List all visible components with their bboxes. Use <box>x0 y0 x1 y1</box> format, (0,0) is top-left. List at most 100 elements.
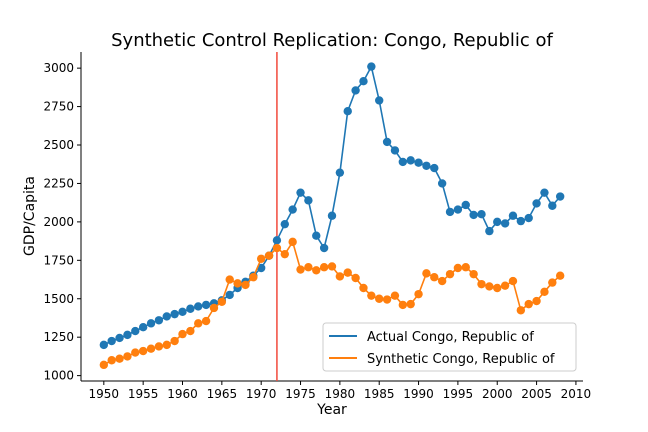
data-point <box>138 322 148 332</box>
data-point <box>398 300 408 310</box>
x-tick-label: 1965 <box>207 387 238 401</box>
data-point <box>390 146 400 155</box>
data-point <box>453 205 463 214</box>
data-point <box>548 201 557 210</box>
y-tick-label: 3000 <box>43 61 74 75</box>
data-point <box>508 211 518 220</box>
data-point <box>532 296 541 306</box>
data-point <box>516 306 526 315</box>
data-point <box>493 217 502 227</box>
data-point <box>461 200 470 210</box>
data-point <box>288 237 297 247</box>
y-tick-label: 2750 <box>43 100 74 114</box>
data-point <box>304 196 313 205</box>
data-point <box>146 344 156 353</box>
legend: Actual Congo, Republic of Synthetic Congo… <box>322 322 577 372</box>
y-tick-label: 2000 <box>43 215 74 229</box>
data-point <box>469 210 478 220</box>
x-tick-label: 2000 <box>482 387 513 401</box>
data-point <box>359 283 368 293</box>
data-point <box>398 157 408 167</box>
data-point <box>343 106 352 116</box>
data-point <box>327 211 337 220</box>
data-point <box>225 290 234 300</box>
data-point <box>485 226 494 236</box>
data-point <box>367 291 376 300</box>
data-point <box>170 336 179 346</box>
data-point <box>264 251 274 260</box>
y-tick-label: 2500 <box>43 138 74 152</box>
data-point <box>422 161 431 170</box>
x-tick-label: 1970 <box>246 387 277 401</box>
data-point <box>170 309 179 319</box>
x-tick-label: 2010 <box>561 387 592 401</box>
data-point <box>178 307 187 317</box>
data-point <box>430 163 439 173</box>
data-point <box>146 319 156 328</box>
data-point <box>500 281 510 290</box>
y-tick-label: 1000 <box>43 369 74 383</box>
data-point <box>477 279 486 289</box>
data-point <box>508 276 518 286</box>
data-point <box>351 86 360 95</box>
data-point <box>256 254 266 263</box>
data-point <box>555 271 565 280</box>
data-point <box>99 340 109 350</box>
data-point <box>540 287 549 297</box>
data-point <box>107 356 116 365</box>
data-point <box>186 304 195 313</box>
x-tick-label: 1980 <box>325 387 356 401</box>
data-point <box>115 354 124 363</box>
data-point <box>555 192 565 201</box>
data-point <box>241 280 250 290</box>
data-point <box>477 209 486 219</box>
data-point <box>524 213 533 223</box>
data-point <box>233 279 242 288</box>
data-point <box>548 278 557 287</box>
data-point <box>375 96 384 105</box>
data-point <box>414 289 423 299</box>
data-point <box>280 219 289 229</box>
data-point <box>162 312 171 321</box>
data-point <box>532 199 541 208</box>
data-point <box>280 249 289 259</box>
data-point <box>437 179 447 188</box>
x-tick-label: 1995 <box>443 387 474 401</box>
legend-entry: Synthetic Congo, Republic of <box>367 352 555 367</box>
data-point <box>406 299 415 309</box>
data-point <box>99 360 109 370</box>
data-point <box>406 156 415 165</box>
data-point <box>201 316 211 326</box>
series-actual <box>99 62 565 350</box>
data-point <box>209 303 219 313</box>
x-tick-label: 1950 <box>89 387 120 401</box>
plot-area: 1950 1955 1960 1965 1970 1975 1980 1985 1990 1995… <box>43 52 591 401</box>
data-point <box>453 263 463 273</box>
data-point <box>485 282 494 291</box>
data-point <box>319 263 329 272</box>
data-point <box>138 346 148 356</box>
x-tick-label: 1985 <box>364 387 395 401</box>
y-axis-label: GDP/Capita <box>22 176 38 256</box>
data-point <box>131 326 140 336</box>
data-point <box>272 243 282 253</box>
data-point <box>272 236 282 245</box>
data-point <box>382 137 392 147</box>
x-tick-label: 1960 <box>167 387 198 401</box>
data-point <box>123 330 132 340</box>
x-tick-label: 1990 <box>403 387 434 401</box>
data-point <box>194 302 203 311</box>
data-point <box>524 299 533 309</box>
x-tick-label: 2005 <box>521 387 552 401</box>
data-point <box>430 273 439 282</box>
y-tick-label: 1750 <box>43 253 74 267</box>
legend-entry: Actual Congo, Republic of <box>367 330 534 345</box>
data-point <box>162 340 171 350</box>
x-tick-label: 1955 <box>128 387 159 401</box>
series-line <box>103 64 561 346</box>
data-point <box>217 297 227 307</box>
data-point <box>123 352 132 361</box>
data-point <box>249 273 258 282</box>
data-point <box>154 316 164 325</box>
